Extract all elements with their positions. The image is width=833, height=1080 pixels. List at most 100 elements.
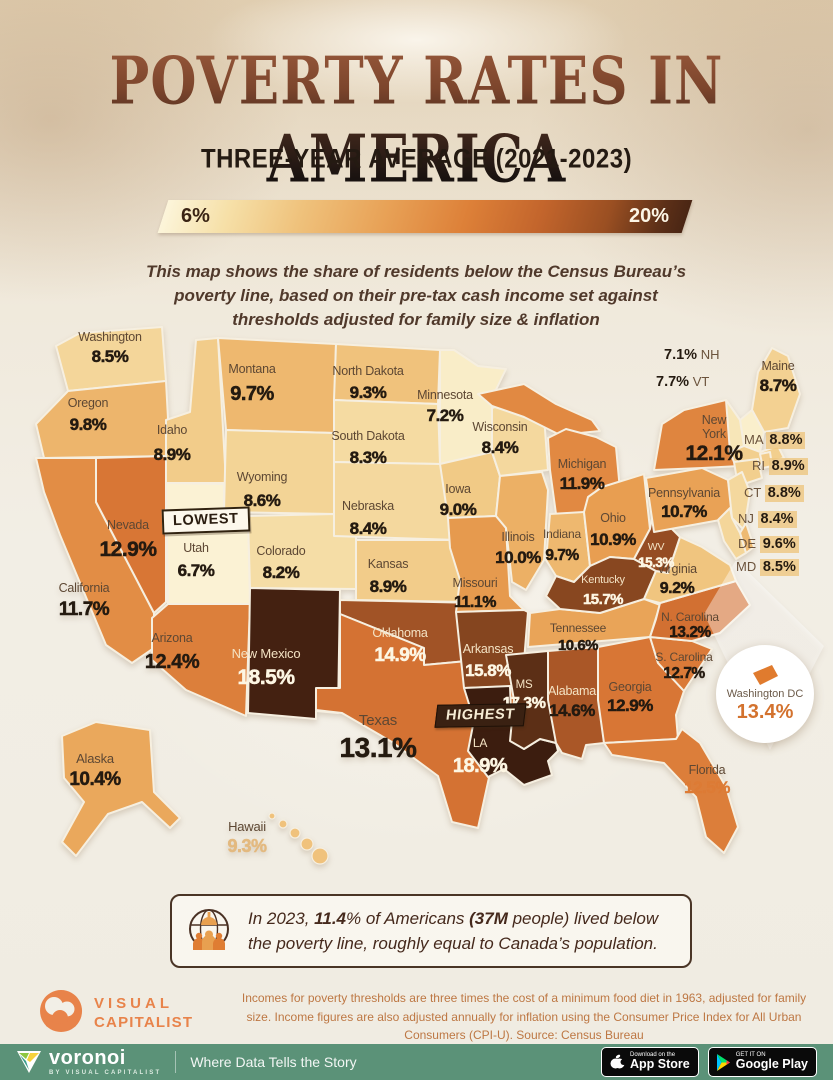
state-value-TX: 13.1% [340,732,417,763]
state-value-CA: 11.7% [59,599,110,620]
state-value-OR: 9.8% [70,415,107,434]
state-FL [603,728,739,854]
state-value-WI: 8.4% [482,438,519,457]
voronoi-wordmark: voronoi BY VISUAL CAPITALIST [49,1047,162,1076]
state-value-OK: 14.9% [374,645,426,666]
state-name-SD: South Dakota [331,429,405,443]
state-value-UT: 6.7% [178,561,215,580]
state-name-KS: Kansas [368,557,409,571]
source-note: Incomes for poverty thresholds are three… [241,991,807,1043]
state-value-WA: 8.5% [92,347,129,366]
state-value-ID: 8.9% [154,445,191,464]
state-HI [289,827,301,839]
state-value-AK: 10.4% [69,769,121,790]
legend-min-label: 6% [181,205,210,227]
state-name-TX: Texas [359,712,397,729]
state-name-HI: Hawaii [228,819,266,834]
state-name-AL: Alabama [548,684,596,698]
state-ME [751,347,801,433]
state-RI [759,451,773,469]
state-name-NY: New York [702,413,728,441]
page-subtitle: THREE-YEAR AVERAGE (2021-2023) [200,144,633,175]
state-name-FL: Florida [689,763,726,777]
state-name-WI: Wisconsin [472,420,527,434]
state-value-NY: 12.1% [685,442,743,465]
state-value-MN: 7.2% [427,406,464,425]
header: POVERTY RATES IN AMERICA [0,42,833,197]
divider [175,1051,177,1073]
state-value-IA: 9.0% [440,500,477,519]
state-value-PA: 10.7% [661,502,707,521]
fact-callout: In 2023, 11.4% of Americans (37M people)… [170,894,692,968]
state-name-WV: WV [648,541,665,553]
state-MD [717,507,747,560]
state-name-AK: Alaska [76,751,115,766]
state-name-OK: Oklahoma [372,626,428,640]
state-NC [649,580,751,642]
state-name-GA: Georgia [608,680,651,694]
state-name-ND: North Dakota [332,364,403,378]
visual-capitalist-wordmark: VISUAL CAPITALIST [94,995,194,1031]
state-name-MT: Montana [228,362,275,376]
state-value-NV: 12.9% [99,538,157,561]
state-name-NV: Nevada [107,518,149,532]
state-value-HI: 9.3% [227,836,267,856]
state-name-LA: LA [473,736,487,750]
state-value-ME: 8.7% [760,376,797,395]
state-name-IN: Indiana [543,527,581,541]
state-value-AZ: 12.4% [145,651,200,673]
state-value-FL: 12.5% [684,778,730,797]
state-name-TN: Tennessee [550,621,607,635]
state-name-IL: Illinois [501,530,534,544]
state-name-VA: Virginia [657,562,697,576]
state-name-KY: Kentucky [581,574,625,586]
state-name-MS: MS [516,679,533,691]
state-value-MT: 9.7% [230,383,274,405]
state-value-NE: 8.4% [350,519,387,538]
legend-max-label: 20% [628,205,669,227]
state-name-CO: Colorado [256,544,305,558]
apple-icon [610,1054,626,1069]
voronoi-logo [17,1051,41,1073]
state-name-OH: Ohio [600,511,626,525]
fact-text: In 2023, 11.4% of Americans (37M people)… [248,909,659,953]
state-value-MO: 11.1% [454,594,496,611]
state-value-WV: 15.3% [638,555,674,570]
state-value-IN: 9.7% [545,547,579,564]
state-name-AR: Arkansas [463,642,514,656]
state-name-NC: N. Carolina [661,610,719,624]
voronoi-bar: voronoi BY VISUAL CAPITALIST Where Data … [0,1044,833,1080]
state-name-MN: Minnesota [417,388,473,402]
state-IL [495,471,549,591]
state-name-PA: Pennsylvania [648,486,720,500]
state-value-OH: 10.9% [590,530,636,549]
gplay-badge[interactable]: GET IT ON Google Play [707,1047,817,1077]
state-value-NC: 13.2% [669,624,711,641]
state-value-KS: 8.9% [370,577,407,596]
map-description: This map shows the share of residents be… [145,262,687,330]
state-name-MO: Missouri [453,576,498,590]
state-HI [268,812,276,820]
state-name-OR: Oregon [68,396,109,410]
state-value-SC: 12.7% [663,665,705,682]
state-name-ID: Idaho [157,423,188,437]
state-value-AL: 14.6% [549,701,595,720]
state-WV [633,517,681,574]
state-name-WY: Wyoming [237,470,288,484]
state-HI [300,837,314,851]
state-value-VA: 9.2% [660,580,695,597]
state-name-SC: S. Carolina [655,650,713,664]
state-value-SD: 8.3% [350,448,387,467]
state-value-KY: 15.7% [583,591,623,608]
state-name-MI: Michigan [558,457,607,471]
state-name-IA: Iowa [445,482,471,496]
state-value-LA: 18.9% [453,755,508,777]
state-MI [477,383,601,436]
state-value-MS: 17.3% [503,695,546,712]
page-title: POVERTY RATES IN AMERICA [0,42,833,197]
appstore-badge[interactable]: Download on the App Store [601,1047,699,1077]
state-value-IL: 10.0% [495,548,541,567]
state-HI [278,819,288,829]
